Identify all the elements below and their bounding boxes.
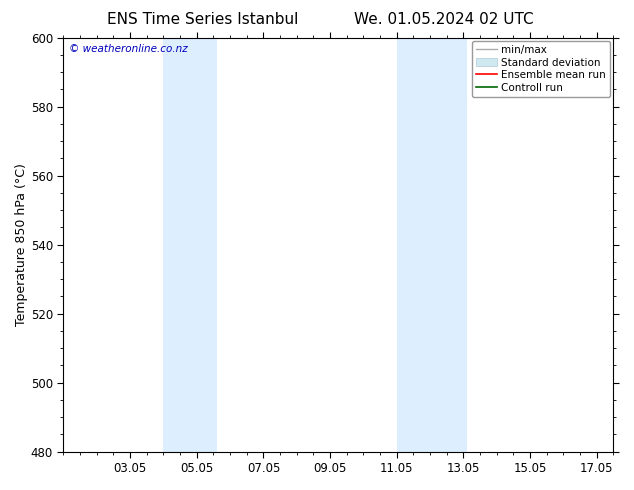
Legend: min/max, Standard deviation, Ensemble mean run, Controll run: min/max, Standard deviation, Ensemble me… [472, 41, 611, 97]
Y-axis label: Temperature 850 hPa (°C): Temperature 850 hPa (°C) [15, 163, 28, 326]
Text: © weatheronline.co.nz: © weatheronline.co.nz [69, 44, 188, 54]
Text: We. 01.05.2024 02 UTC: We. 01.05.2024 02 UTC [354, 12, 534, 27]
Bar [164, 38, 217, 452]
Bar [397, 38, 467, 452]
Text: ENS Time Series Istanbul: ENS Time Series Istanbul [107, 12, 299, 27]
